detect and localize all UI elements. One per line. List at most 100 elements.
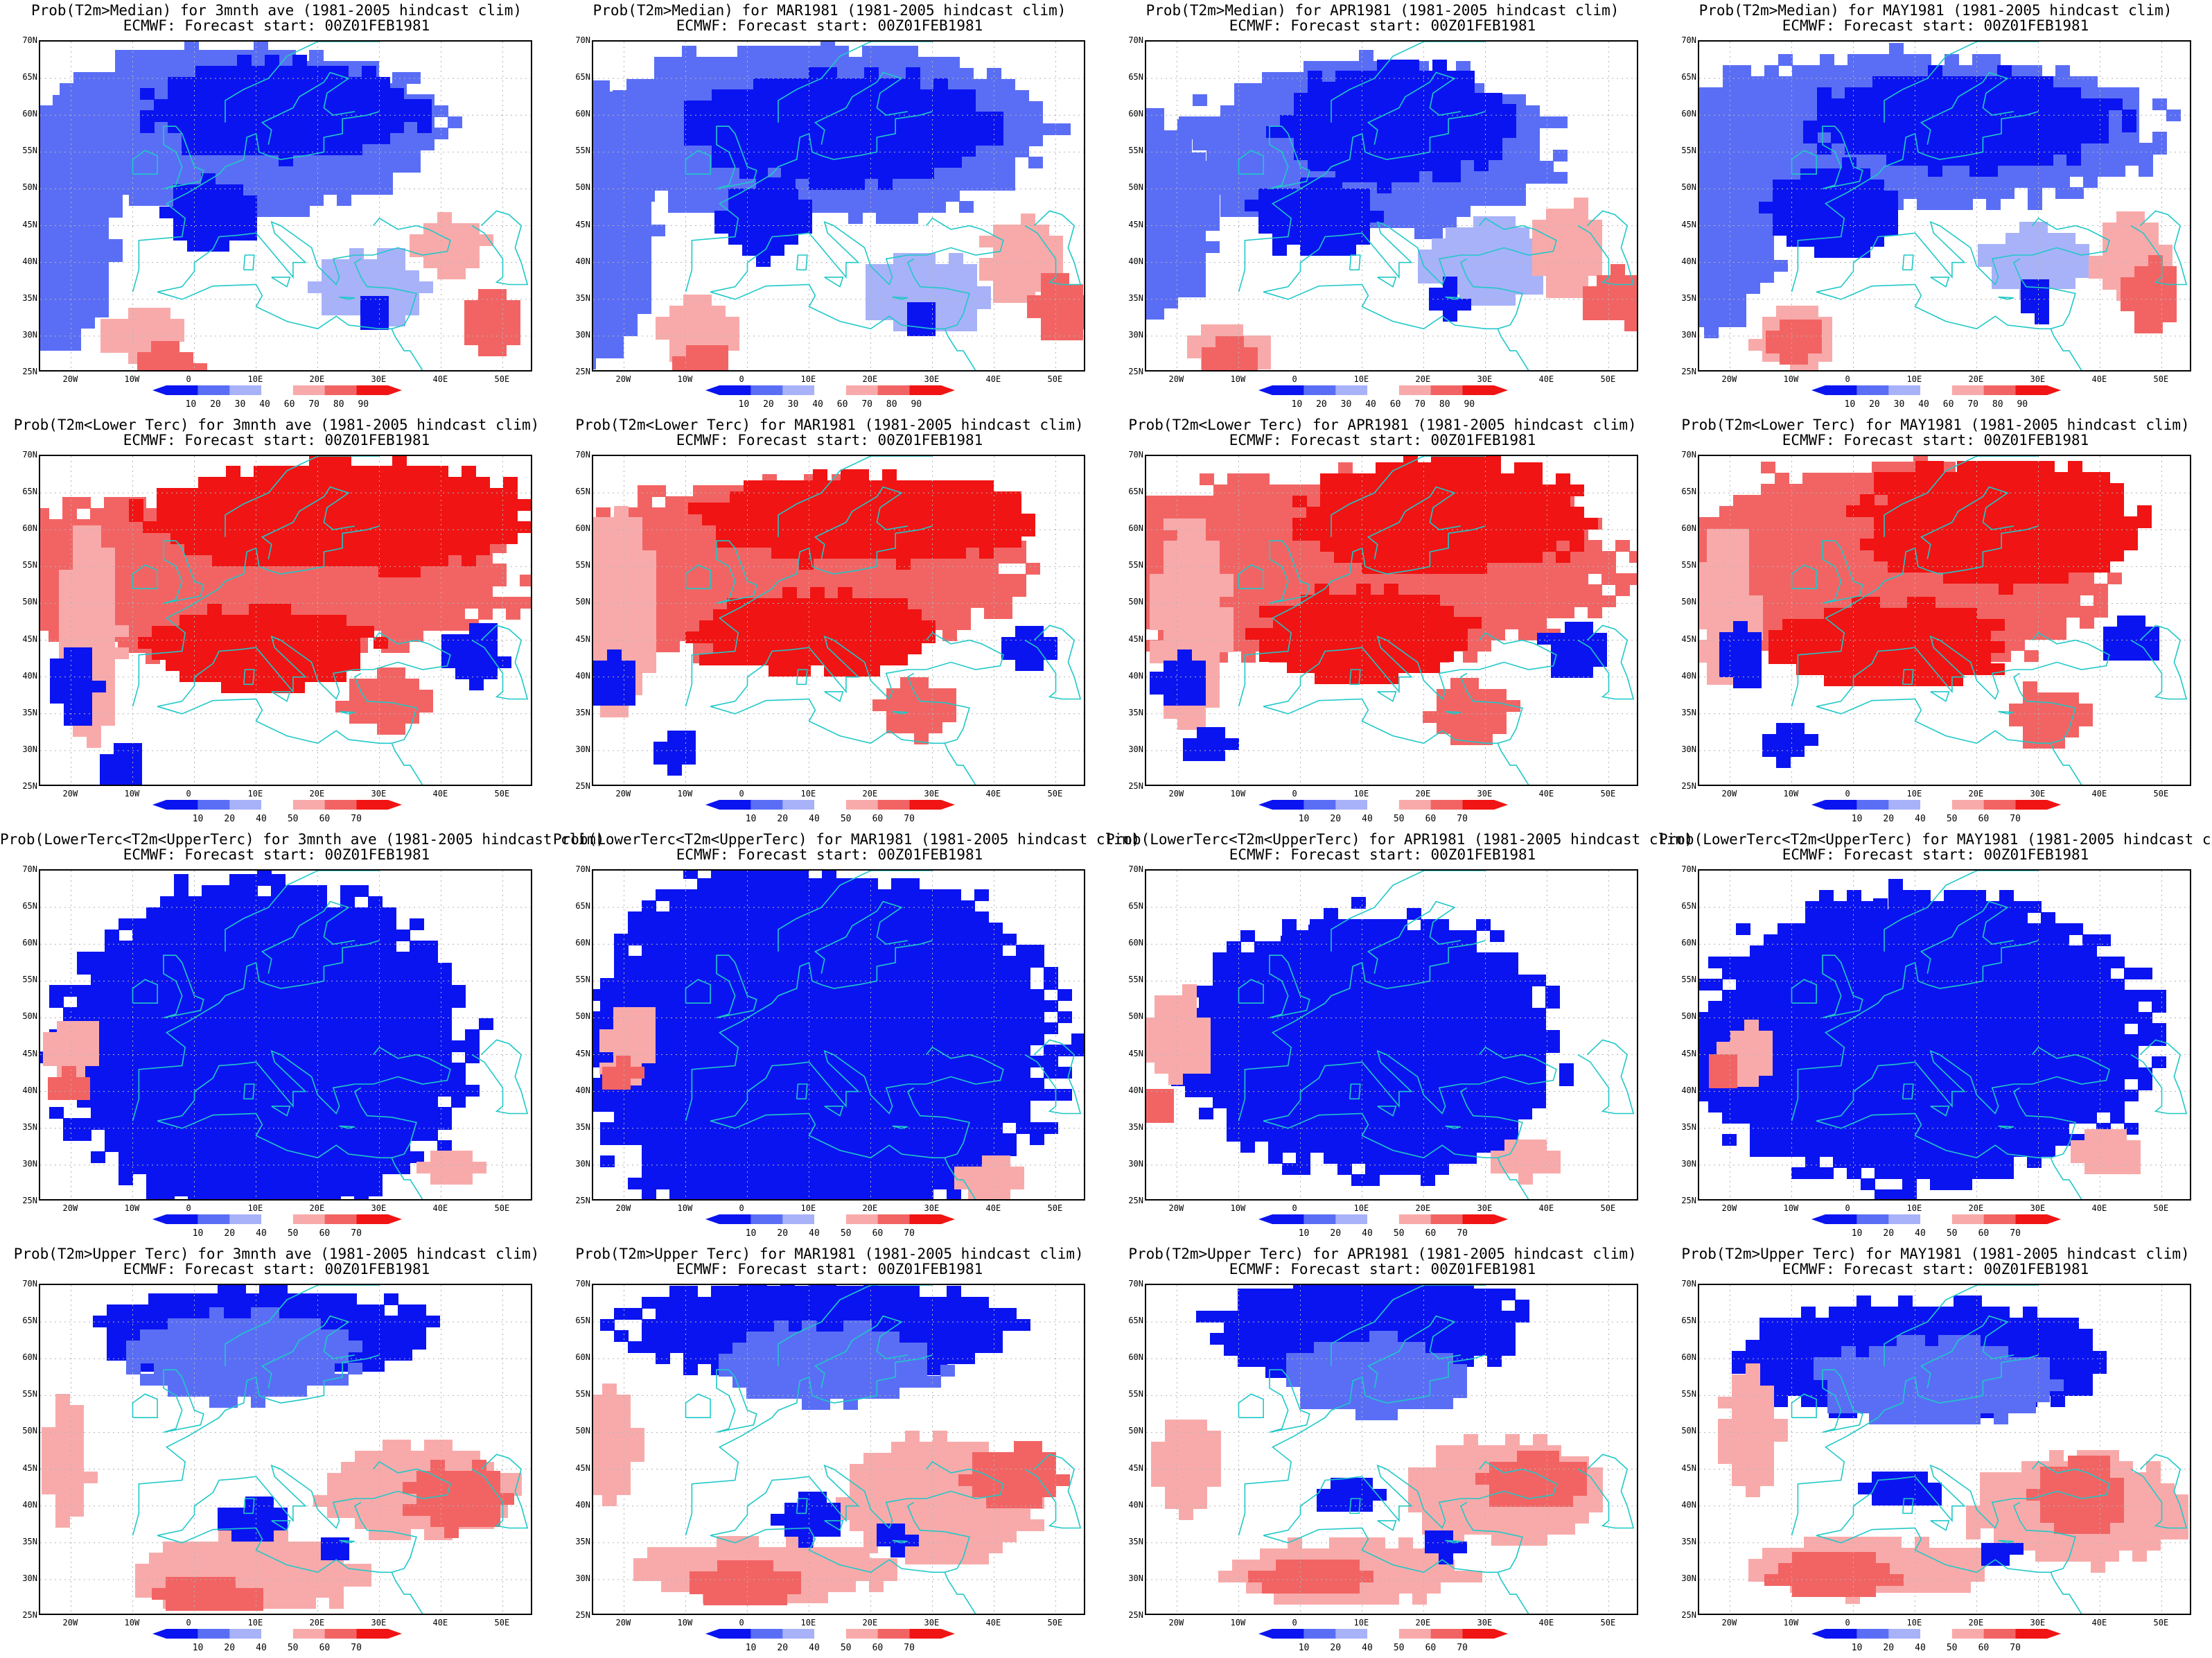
panel-subtitle: ECMWF: Forecast start: 00Z01FEB1981 — [676, 1261, 983, 1277]
probability-contour-region — [1717, 1020, 1773, 1087]
map-plot-area — [39, 1284, 532, 1615]
colorbar-segment — [909, 1214, 941, 1224]
colorbar-label: 50 — [287, 814, 299, 824]
colorbar-segment — [1272, 800, 1304, 810]
coastline — [685, 1285, 1082, 1614]
probability-contour-region — [100, 743, 142, 785]
longitude-label: 20W — [62, 789, 78, 799]
colorbar-segment — [1335, 1629, 1368, 1639]
latitude-label: 55N — [575, 560, 590, 570]
colorbar-segment — [814, 1629, 846, 1639]
longitude-label: 40E — [1538, 789, 1554, 799]
longitude-label: 20W — [1721, 1203, 1737, 1213]
latitude-label: 50N — [1681, 1426, 1696, 1436]
colorbar-label: 40 — [256, 814, 267, 824]
latitude-label: 25N — [22, 1610, 37, 1620]
colorbar-label: 90 — [358, 399, 369, 410]
latitude-label: 30N — [575, 1158, 590, 1169]
longitude-label: 10W — [124, 374, 140, 384]
latitude-label: 60N — [575, 109, 590, 119]
latitude-label: 55N — [575, 975, 590, 985]
colorbar-segment — [909, 1629, 941, 1639]
map-plot-area — [39, 455, 532, 786]
latitude-label: 65N — [1681, 487, 1696, 497]
colorbar-label: 40 — [256, 1643, 267, 1653]
probability-contour-region — [1150, 649, 1206, 706]
probability-contour-region — [1001, 626, 1057, 671]
probability-contour-region — [1151, 1420, 1221, 1520]
longitude-label: 20E — [1415, 1618, 1431, 1628]
colorbar-segment — [1462, 1629, 1494, 1639]
latitude-label: 40N — [1128, 1085, 1143, 1095]
latitude-label: 70N — [1681, 35, 1696, 45]
longitude-label: 20E — [1968, 789, 1984, 799]
panel-title: Prob(T2m>Median) for MAY1981 (1981-2005 … — [1698, 2, 2172, 19]
latitude-label: 50N — [22, 1011, 37, 1022]
colorbar-segment — [1951, 800, 1984, 810]
colorbar — [1811, 385, 2061, 395]
longitude-label: 30E — [2030, 1203, 2046, 1213]
colorbar-label: 20 — [777, 1228, 789, 1239]
probability-field — [40, 456, 531, 785]
map-panel: Prob(T2m<Lower Terc) for MAY1981 (1981-2… — [1659, 414, 2212, 829]
colorbar-segment — [292, 800, 325, 810]
colorbar-label: 40 — [1915, 1643, 1926, 1653]
colorbar-label: 20 — [224, 814, 236, 824]
colorbar-label: 30 — [1340, 399, 1352, 410]
latitude-label: 40N — [1681, 256, 1696, 266]
latitude-label: 65N — [575, 72, 590, 82]
colorbar-label: 50 — [287, 1643, 299, 1653]
probability-field — [40, 42, 531, 370]
colorbar-label: 60 — [319, 1228, 331, 1239]
longitude-label: 10W — [1783, 1203, 1799, 1213]
probability-contour-region — [1583, 264, 1637, 331]
longitude-label: 0 — [1845, 374, 1850, 384]
longitude-label: 40E — [1538, 1618, 1554, 1628]
longitude-label: 20E — [1415, 789, 1431, 799]
longitude-label: 10W — [677, 1203, 693, 1213]
colorbar-label: 60 — [1978, 814, 1990, 824]
longitude-label: 10E — [800, 374, 816, 384]
probability-contour-region — [42, 1394, 98, 1528]
longitude-label: 40E — [432, 374, 448, 384]
panel-title: Prob(T2m<Lower Terc) for MAY1981 (1981-2… — [1681, 417, 2190, 433]
panel-subtitle: ECMWF: Forecast start: 00Z01FEB1981 — [676, 846, 983, 863]
colorbar-segment — [1983, 800, 2016, 810]
latitude-label: 60N — [575, 523, 590, 534]
probability-field — [1146, 871, 1637, 1199]
coastline — [1238, 1285, 1635, 1614]
colorbar-label: 70 — [308, 399, 319, 410]
colorbar — [1258, 800, 1508, 810]
latitude-label: 30N — [22, 1573, 37, 1583]
latitude-label: 25N — [22, 781, 37, 791]
panel-subtitle: ECMWF: Forecast start: 00Z01FEB1981 — [676, 432, 983, 448]
longitude-label: 10W — [1783, 789, 1799, 799]
colorbar-segment — [1951, 385, 1984, 395]
latitude-label: 70N — [1681, 450, 1696, 460]
probability-contour-region — [1267, 925, 1378, 981]
probability-contour-region — [866, 253, 991, 331]
longitude-label: 40E — [985, 1203, 1001, 1213]
panel-title: Prob(LowerTerc<T2m<UpperTerc) for APR198… — [1106, 831, 1694, 848]
latitude-label: 55N — [22, 975, 37, 985]
colorbar-segment — [1888, 385, 1921, 395]
longitude-label: 20E — [862, 789, 878, 799]
longitude-label: 40E — [432, 1203, 448, 1213]
colorbar-label: 10 — [1851, 1643, 1863, 1653]
longitude-label: 0 — [1845, 789, 1850, 799]
graticule — [593, 1285, 1084, 1614]
map-panel: Prob(T2m<Lower Terc) for 3mnth ave (1981… — [0, 414, 553, 829]
latitude-label: 50N — [1128, 182, 1143, 193]
colorbar-label: 10 — [1844, 399, 1856, 410]
colorbar-label: 50 — [1946, 1228, 1958, 1239]
colorbar-label: 40 — [1365, 399, 1376, 410]
panel-subtitle: ECMWF: Forecast start: 00Z01FEB1981 — [1229, 432, 1536, 448]
latitude-label: 55N — [1681, 560, 1696, 570]
colorbar-segment — [782, 1214, 815, 1224]
longitude-label: 20W — [1168, 1618, 1184, 1628]
probability-contour-region — [593, 1384, 644, 1506]
coastline — [1238, 456, 1635, 785]
colorbar-segment — [356, 800, 388, 810]
longitude-label: 40E — [1538, 374, 1554, 384]
